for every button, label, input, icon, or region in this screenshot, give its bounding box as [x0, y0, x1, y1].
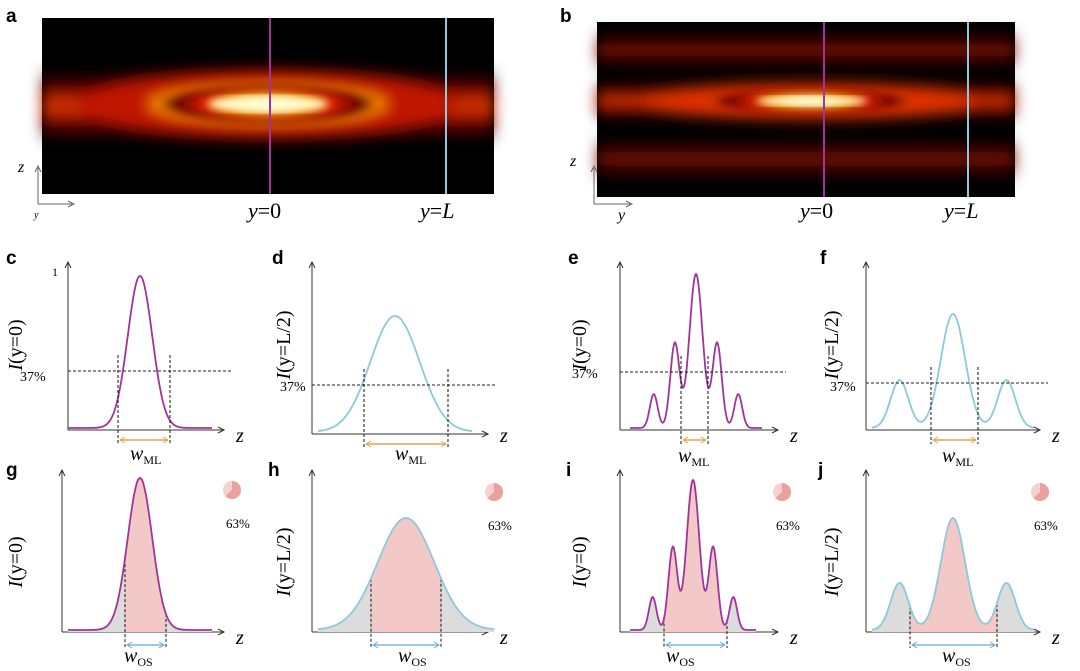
axis-y-b: y — [616, 207, 626, 224]
pie-percent-g: 63% — [226, 516, 250, 531]
y-arrow-f — [862, 260, 870, 269]
x-arrow-j — [1033, 628, 1042, 636]
axis-z-a: z — [17, 159, 25, 176]
pie-slice-h — [487, 483, 504, 501]
ytop-label-c: 1 — [52, 265, 58, 279]
x-arrow-c — [217, 426, 226, 434]
ylabel-c: I(y=0) — [5, 319, 27, 371]
pie-slice-g — [225, 481, 242, 499]
ylabel-e: I(y=0) — [569, 319, 591, 371]
xlabel-h: z — [499, 627, 508, 649]
core-area-h — [371, 518, 441, 632]
xlabel-d: z — [499, 425, 508, 447]
panel-label-g: g — [6, 460, 18, 481]
profile-curve-d — [317, 315, 473, 432]
profile-panels: 37% 1 c I(y=0) z wML 37% d I(y=L/2) z wML 37% e I(y=0… — [5, 248, 1060, 669]
panel-label-h: h — [268, 460, 280, 481]
xlabel-f: z — [1051, 425, 1060, 447]
core-area-g — [125, 478, 166, 632]
profile-curve-g — [68, 477, 212, 631]
profile-panel-j: 63% j I(y=L/2) z wOS — [817, 460, 1060, 669]
pie-percent-j: 63% — [1034, 518, 1058, 533]
ylabel-g: I(y=0) — [5, 536, 27, 588]
ylabel-h: I(y=L/2) — [273, 527, 295, 597]
profile-panel-g: 63% g I(y=0) z wOS — [5, 460, 250, 669]
panel-label-i: i — [566, 460, 571, 481]
y-arrow-e — [616, 260, 624, 269]
ylabel-d: I(y=L/2) — [273, 310, 295, 380]
xlabel-e: z — [789, 425, 798, 447]
ylabel-i: I(y=0) — [569, 536, 591, 588]
profile-curve-i — [630, 478, 756, 631]
profile-curve-c — [68, 275, 212, 429]
pie-percent-h: 63% — [488, 518, 512, 533]
axis-y-a: y — [33, 210, 39, 221]
heatmap-b — [597, 22, 1015, 197]
pie-percent-i: 63% — [776, 518, 800, 533]
panel-label-b: b — [560, 6, 572, 27]
label-yL-b: y=L — [942, 198, 978, 223]
width-label-e: wML — [678, 445, 709, 469]
y-arrow-i — [616, 468, 624, 477]
label-y0-b: y=0 — [798, 198, 833, 223]
xlabel-j: z — [1051, 627, 1060, 649]
profile-curve-f — [871, 313, 1035, 429]
y-arrow-d — [308, 260, 316, 269]
threshold-label-e: 37% — [572, 367, 598, 382]
pie-slice-j — [1033, 483, 1050, 501]
threshold-label-f: 37% — [830, 380, 856, 395]
width-label-i: wOS — [666, 645, 695, 669]
profile-panel-e: 37% e I(y=0) z wML — [568, 248, 798, 469]
xlabel-i: z — [789, 627, 798, 649]
panel-label-e: e — [568, 248, 579, 269]
profile-panel-i: 63% i I(y=0) z wOS — [566, 460, 800, 669]
x-arrow-i — [771, 628, 780, 636]
profile-panel-d: 37% d I(y=L/2) z wML — [272, 248, 508, 467]
panel-label-c: c — [6, 248, 17, 269]
profile-curve-e — [630, 272, 762, 429]
profile-panel-h: 63% h I(y=L/2) z wOS — [268, 460, 512, 669]
xlabel-g: z — [235, 627, 244, 649]
profile-panel-c: 37% 1 c I(y=0) z wML — [5, 248, 244, 467]
y-arrow-g — [58, 468, 66, 477]
y-arrow-c — [64, 260, 72, 269]
label-y0-a: y=0 — [246, 198, 281, 223]
pie-slice-i — [775, 483, 792, 501]
x-arrow-e — [771, 426, 780, 434]
width-label-h: wOS — [398, 645, 427, 669]
y-arrow-h — [308, 468, 316, 477]
label-yL-a: y=L — [418, 198, 454, 223]
width-label-f: wML — [942, 445, 973, 469]
core-area-i — [664, 480, 727, 632]
x-arrow-g — [217, 628, 226, 636]
width-label-j: wOS — [942, 645, 971, 669]
axis-indicator-a: z y — [17, 159, 76, 221]
core-area-j — [910, 518, 997, 632]
width-label-d: wML — [395, 443, 426, 467]
panel-label-a: a — [6, 6, 17, 27]
axis-indicator-b: z y — [569, 153, 634, 224]
ylabel-f: I(y=L/2) — [821, 310, 843, 380]
panel-label-d: d — [272, 248, 284, 269]
axis-z-b: z — [569, 153, 577, 170]
threshold-label-d: 37% — [280, 380, 306, 395]
ylabel-j: I(y=L/2) — [821, 527, 843, 597]
threshold-label-c: 37% — [20, 370, 46, 385]
width-label-c: wML — [130, 443, 161, 467]
x-arrow-f — [1033, 426, 1042, 434]
x-arrow-d — [481, 430, 490, 438]
width-label-g: wOS — [124, 645, 153, 669]
profile-panel-f: 37% f I(y=L/2) z wML — [820, 248, 1060, 469]
heatmap-a — [42, 18, 494, 194]
panel-label-f: f — [820, 248, 827, 269]
profile-curve-h — [317, 517, 495, 631]
xlabel-c: z — [235, 425, 244, 447]
profile-curve-j — [871, 517, 1035, 631]
panel-label-j: j — [817, 460, 823, 481]
y-arrow-j — [862, 468, 870, 477]
